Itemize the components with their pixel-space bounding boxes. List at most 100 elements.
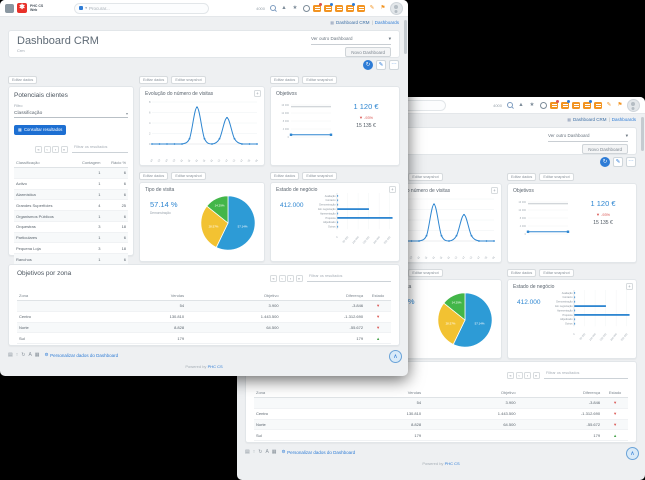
last-page-button[interactable]: » xyxy=(532,372,540,379)
visit-type-value-label: Demonstração xyxy=(150,210,171,215)
avatar[interactable] xyxy=(390,1,403,15)
browser-tab[interactable] xyxy=(5,3,14,13)
more-actions-button[interactable]: ⋯ xyxy=(626,157,636,167)
scroll-top-button[interactable]: ∧ xyxy=(626,447,639,460)
breadcrumb-page-link[interactable]: Dashboard CRM xyxy=(336,20,370,25)
prev-page-button[interactable]: ‹ xyxy=(515,372,523,379)
svg-text:05-10: 05-10 xyxy=(147,158,154,162)
classification-select[interactable]: Classificação ▾ xyxy=(14,109,128,118)
chat-icon[interactable] xyxy=(594,101,602,109)
results-filter-input[interactable] xyxy=(544,368,628,379)
first-page-button[interactable]: « xyxy=(507,372,514,379)
refresh-icon[interactable]: ↻ xyxy=(21,352,26,358)
edit-snapshot-button[interactable]: Editar snapshot xyxy=(539,173,574,181)
edit-dashboard-button[interactable]: ✎ xyxy=(376,60,386,70)
refresh-icon[interactable]: ↻ xyxy=(258,449,263,455)
edit-snapshot-button[interactable]: Editar snapshot xyxy=(408,173,443,181)
chat-icon[interactable] xyxy=(324,3,333,12)
prev-page-button[interactable]: ‹ xyxy=(278,275,286,282)
results-filter-input[interactable] xyxy=(72,142,128,153)
search-icon[interactable] xyxy=(506,101,514,109)
dashboard-switcher[interactable]: Ver outro Dashboard ▾ xyxy=(548,133,628,142)
global-search-input[interactable]: ▾ Procurar... xyxy=(74,2,210,14)
next-page-button[interactable]: › xyxy=(52,146,59,153)
edit-data-button[interactable]: Editar dados xyxy=(139,76,169,84)
powered-brand-link[interactable]: PHC CS xyxy=(207,364,223,369)
last-page-button[interactable]: » xyxy=(295,275,303,282)
results-filter-input[interactable] xyxy=(307,271,391,282)
first-page-button[interactable]: « xyxy=(270,275,277,282)
scrollbar[interactable] xyxy=(641,117,644,151)
text-icon[interactable]: A xyxy=(265,449,269,455)
svg-text:150 000: 150 000 xyxy=(362,235,370,244)
svg-text:21-12: 21-12 xyxy=(229,158,236,162)
new-dashboard-button[interactable]: Novo Dashboard xyxy=(582,144,628,154)
edit-snapshot-button[interactable]: Editar snapshot xyxy=(408,269,443,277)
edit-data-button[interactable]: Editar dados xyxy=(507,173,537,181)
chat-icon[interactable] xyxy=(346,3,355,12)
print-icon[interactable]: ▤ xyxy=(8,352,13,358)
flag-icon[interactable]: ⚑ xyxy=(380,5,386,11)
chart-icon[interactable]: ▦ xyxy=(34,352,40,358)
edit-data-button[interactable]: Editar dados xyxy=(8,76,38,84)
history-icon[interactable] xyxy=(302,4,310,12)
edit-icon[interactable]: ✎ xyxy=(369,5,375,11)
search-icon[interactable] xyxy=(269,4,277,12)
chat-icon[interactable] xyxy=(561,100,570,109)
print-icon[interactable]: ▤ xyxy=(245,449,250,455)
dashboard-switcher[interactable]: Ver outro Dashboard ▾ xyxy=(311,36,391,45)
edit-snapshot-button[interactable]: Editar snapshot xyxy=(302,172,337,180)
chat-icon[interactable] xyxy=(583,100,592,109)
more-actions-button[interactable]: ⋯ xyxy=(389,60,399,70)
edit-snapshot-button[interactable]: Editar snapshot xyxy=(171,76,206,84)
breadcrumb-page-link[interactable]: Dashboard CRM xyxy=(573,117,607,122)
prev-page-button[interactable]: ‹ xyxy=(43,146,51,153)
sort-asc-icon[interactable]: ▲ xyxy=(281,5,287,11)
star-icon[interactable]: ★ xyxy=(529,102,535,108)
export-icon[interactable]: ↑ xyxy=(15,352,19,358)
star-icon[interactable]: ★ xyxy=(292,5,298,11)
breadcrumb-section-link[interactable]: Dashboards xyxy=(374,20,399,25)
sort-asc-icon[interactable]: ▲ xyxy=(518,102,524,108)
browser-window-front[interactable]: ✱ PHC CS Web ▾ Procurar... 4000 ▲ ★ ✎ ⚑ … xyxy=(0,0,408,376)
refresh-dashboard-button[interactable]: ↻ xyxy=(363,60,373,70)
export-icon[interactable]: ↑ xyxy=(252,449,256,455)
edit-snapshot-button[interactable]: Editar snapshot xyxy=(539,269,574,277)
personalize-link[interactable]: ⚙ Personalizar dados do Dashboard xyxy=(45,352,119,358)
first-page-button[interactable]: « xyxy=(35,146,42,153)
edit-data-button[interactable]: Editar dados xyxy=(270,172,300,180)
breadcrumb-section-link[interactable]: Dashboards xyxy=(611,117,636,122)
edit-icon[interactable]: ✎ xyxy=(606,102,612,108)
chat-icon[interactable] xyxy=(313,3,322,12)
personalize-link[interactable]: ⚙ Personalizar dados do Dashboard xyxy=(282,449,356,455)
avatar[interactable] xyxy=(627,98,640,112)
powered-brand-link[interactable]: PHC CS xyxy=(444,461,460,466)
consult-results-button[interactable]: ▦ Consultar resultados xyxy=(14,124,67,135)
edit-snapshot-button[interactable]: Editar snapshot xyxy=(302,76,337,84)
new-dashboard-button[interactable]: Novo Dashboard xyxy=(345,47,391,57)
expand-icon[interactable]: + xyxy=(491,187,498,194)
expand-icon[interactable]: + xyxy=(254,90,261,97)
expand-icon[interactable]: + xyxy=(389,186,396,193)
scrollbar[interactable] xyxy=(404,20,407,54)
chat-icon[interactable] xyxy=(550,100,559,109)
text-icon[interactable]: A xyxy=(28,352,32,358)
edit-data-button[interactable]: Editar dados xyxy=(270,76,300,84)
refresh-dashboard-button[interactable]: ↻ xyxy=(600,157,610,167)
edit-data-button[interactable]: Editar dados xyxy=(139,172,169,180)
chat-icon[interactable] xyxy=(335,4,343,12)
chart-icon[interactable]: ▦ xyxy=(271,449,277,455)
svg-text:8 000: 8 000 xyxy=(283,120,290,123)
next-page-button[interactable]: › xyxy=(524,372,531,379)
flag-icon[interactable]: ⚑ xyxy=(617,102,623,108)
edit-data-button[interactable]: Editar dados xyxy=(507,269,537,277)
expand-icon[interactable]: + xyxy=(626,283,633,290)
chat-icon[interactable] xyxy=(572,101,580,109)
scroll-top-button[interactable]: ∧ xyxy=(389,350,402,363)
next-page-button[interactable]: › xyxy=(287,275,294,282)
last-page-button[interactable]: » xyxy=(60,146,68,153)
edit-snapshot-button[interactable]: Editar snapshot xyxy=(171,172,206,180)
chat-icon[interactable] xyxy=(357,4,365,12)
history-icon[interactable] xyxy=(539,101,547,109)
edit-dashboard-button[interactable]: ✎ xyxy=(613,157,623,167)
